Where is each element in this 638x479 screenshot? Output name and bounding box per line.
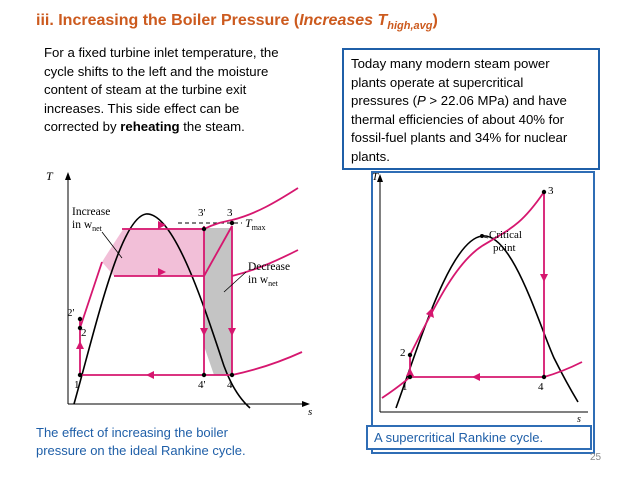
reheating-emphasis: reheating	[120, 119, 180, 134]
point-1-label: 1	[74, 379, 80, 391]
critical-point-marker	[480, 234, 484, 238]
t-axis-label: T	[46, 169, 54, 183]
superheat-curve-upper	[203, 187, 299, 230]
svg-text:point: point	[493, 242, 516, 254]
left-paragraph: For a fixed turbine inlet temperature, t…	[44, 45, 279, 134]
point-4p-label: 4'	[198, 379, 206, 391]
point-3-label: 3	[227, 207, 233, 219]
superheat-line	[203, 225, 233, 277]
point-2-label: 2	[400, 347, 406, 359]
right-diagram-frame	[371, 171, 595, 454]
svg-text:in wnet: in wnet	[248, 274, 279, 288]
right-ts-diagram: T s 1 2 3 4 Critical point	[372, 172, 588, 424]
supercritical-callout: Today many modern steam power plants ope…	[342, 48, 600, 170]
decrease-label: Decrease	[248, 261, 290, 273]
svg-text:in wnet: in wnet	[72, 219, 103, 233]
isobar-lower	[543, 361, 583, 378]
svg-text:Tmax: Tmax	[245, 216, 265, 232]
saturation-dome	[395, 235, 579, 409]
superheat-curve-lower	[231, 249, 299, 277]
t-axis-label: T	[372, 172, 379, 183]
point-4-label: 4	[227, 379, 233, 391]
critical-point-label: Critical	[489, 229, 522, 241]
point-2-label: 2	[81, 327, 87, 339]
point-2p-label: 2'	[67, 307, 75, 319]
s-axis-label: s	[577, 414, 581, 424]
point-3p-label: 3'	[198, 207, 206, 219]
increase-label: Increase	[72, 206, 110, 218]
left-figure-caption: The effect of increasing the boiler pres…	[36, 425, 246, 458]
right-figure-caption: A supercritical Rankine cycle.	[366, 425, 592, 450]
slide-title: iii. Increasing the Boiler Pressure (Inc…	[36, 12, 438, 33]
point-1-label: 1	[402, 381, 408, 393]
heating-curve	[409, 191, 545, 356]
increase-wnet-region	[102, 228, 204, 276]
left-ts-diagram: T s Tmax 1 2 2' 3'	[46, 169, 312, 416]
point-3-label: 3	[548, 185, 554, 197]
original-heating-line	[79, 261, 103, 329]
point-4-label: 4	[538, 381, 544, 393]
page-number: 25	[590, 452, 602, 463]
isobar-upper	[381, 376, 411, 399]
s-axis-label: s	[308, 406, 312, 416]
exit-curve	[231, 351, 303, 376]
